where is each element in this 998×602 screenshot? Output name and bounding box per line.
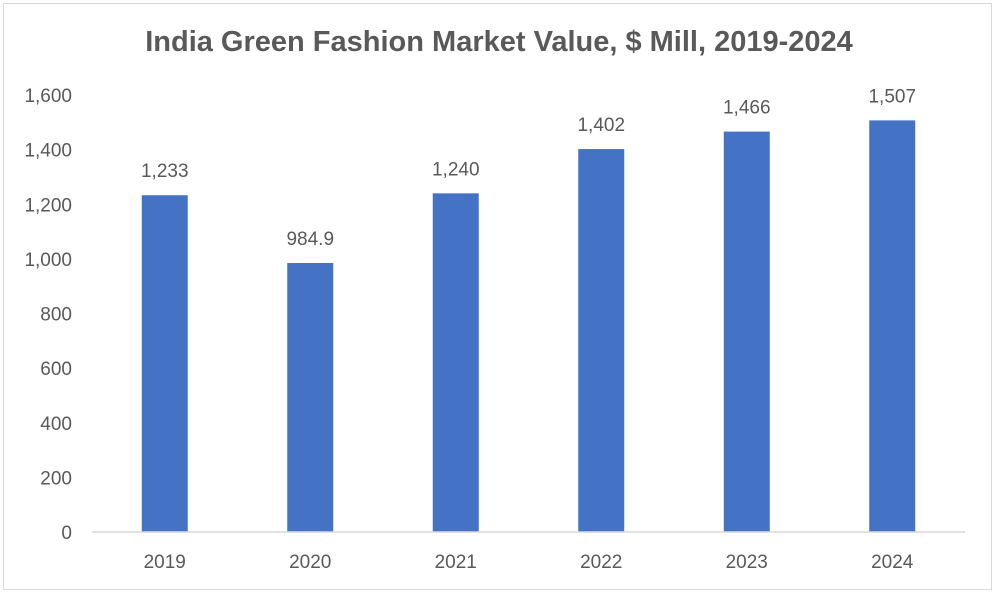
x-tick-label: 2023	[726, 552, 768, 573]
data-label: 1,233	[141, 161, 189, 182]
bar-2022	[578, 149, 625, 533]
data-label: 984.9	[286, 229, 334, 250]
data-label: 1,466	[723, 98, 771, 119]
x-tick-label: 2020	[289, 552, 331, 573]
data-label: 1,402	[577, 115, 625, 136]
y-tick-label: 0	[61, 523, 72, 544]
y-tick-label: 200	[40, 468, 72, 489]
x-tick-label: 2019	[144, 552, 186, 573]
chart-title: India Green Fashion Market Value, $ Mill…	[145, 26, 853, 58]
chart-frame	[3, 3, 992, 590]
data-label: 1,507	[868, 86, 916, 107]
x-tick-label: 2022	[580, 552, 622, 573]
y-tick-label: 800	[40, 305, 72, 326]
y-tick-label: 1,000	[24, 250, 72, 271]
y-tick-label: 400	[40, 414, 72, 435]
data-label: 1,240	[432, 159, 480, 180]
y-tick-label: 600	[40, 359, 72, 380]
y-tick-label: 1,400	[24, 141, 72, 162]
bar-2019	[141, 195, 188, 532]
x-tick-label: 2024	[871, 552, 914, 573]
y-tick-label: 1,200	[24, 195, 72, 216]
bar-2024	[869, 120, 916, 532]
bar-2021	[432, 193, 479, 532]
x-tick-label: 2021	[435, 552, 477, 573]
y-tick-label: 1,600	[24, 86, 72, 107]
bar-2020	[287, 262, 334, 532]
bar-2023	[723, 131, 770, 532]
